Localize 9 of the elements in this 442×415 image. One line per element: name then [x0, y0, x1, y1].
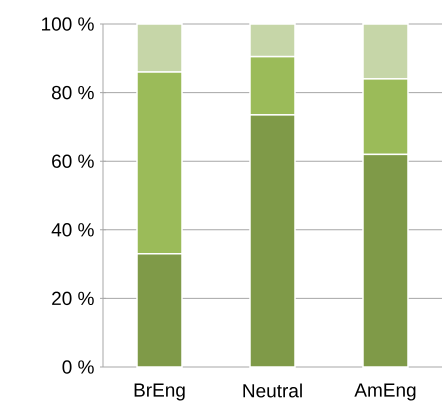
- y-tick-label: 0 %: [62, 360, 94, 374]
- y-tick-label: 20 %: [52, 292, 94, 306]
- y-tick-label: 60 %: [52, 154, 94, 168]
- y-tick-label: 40 %: [52, 223, 94, 237]
- y-tick-label: 100 %: [42, 17, 94, 31]
- x-tick-label: Neutral: [243, 384, 302, 398]
- x-tick-label: BrEng: [134, 384, 185, 401]
- x-tick-label: AmEng: [354, 384, 416, 401]
- y-tick-label: 80 %: [52, 86, 94, 100]
